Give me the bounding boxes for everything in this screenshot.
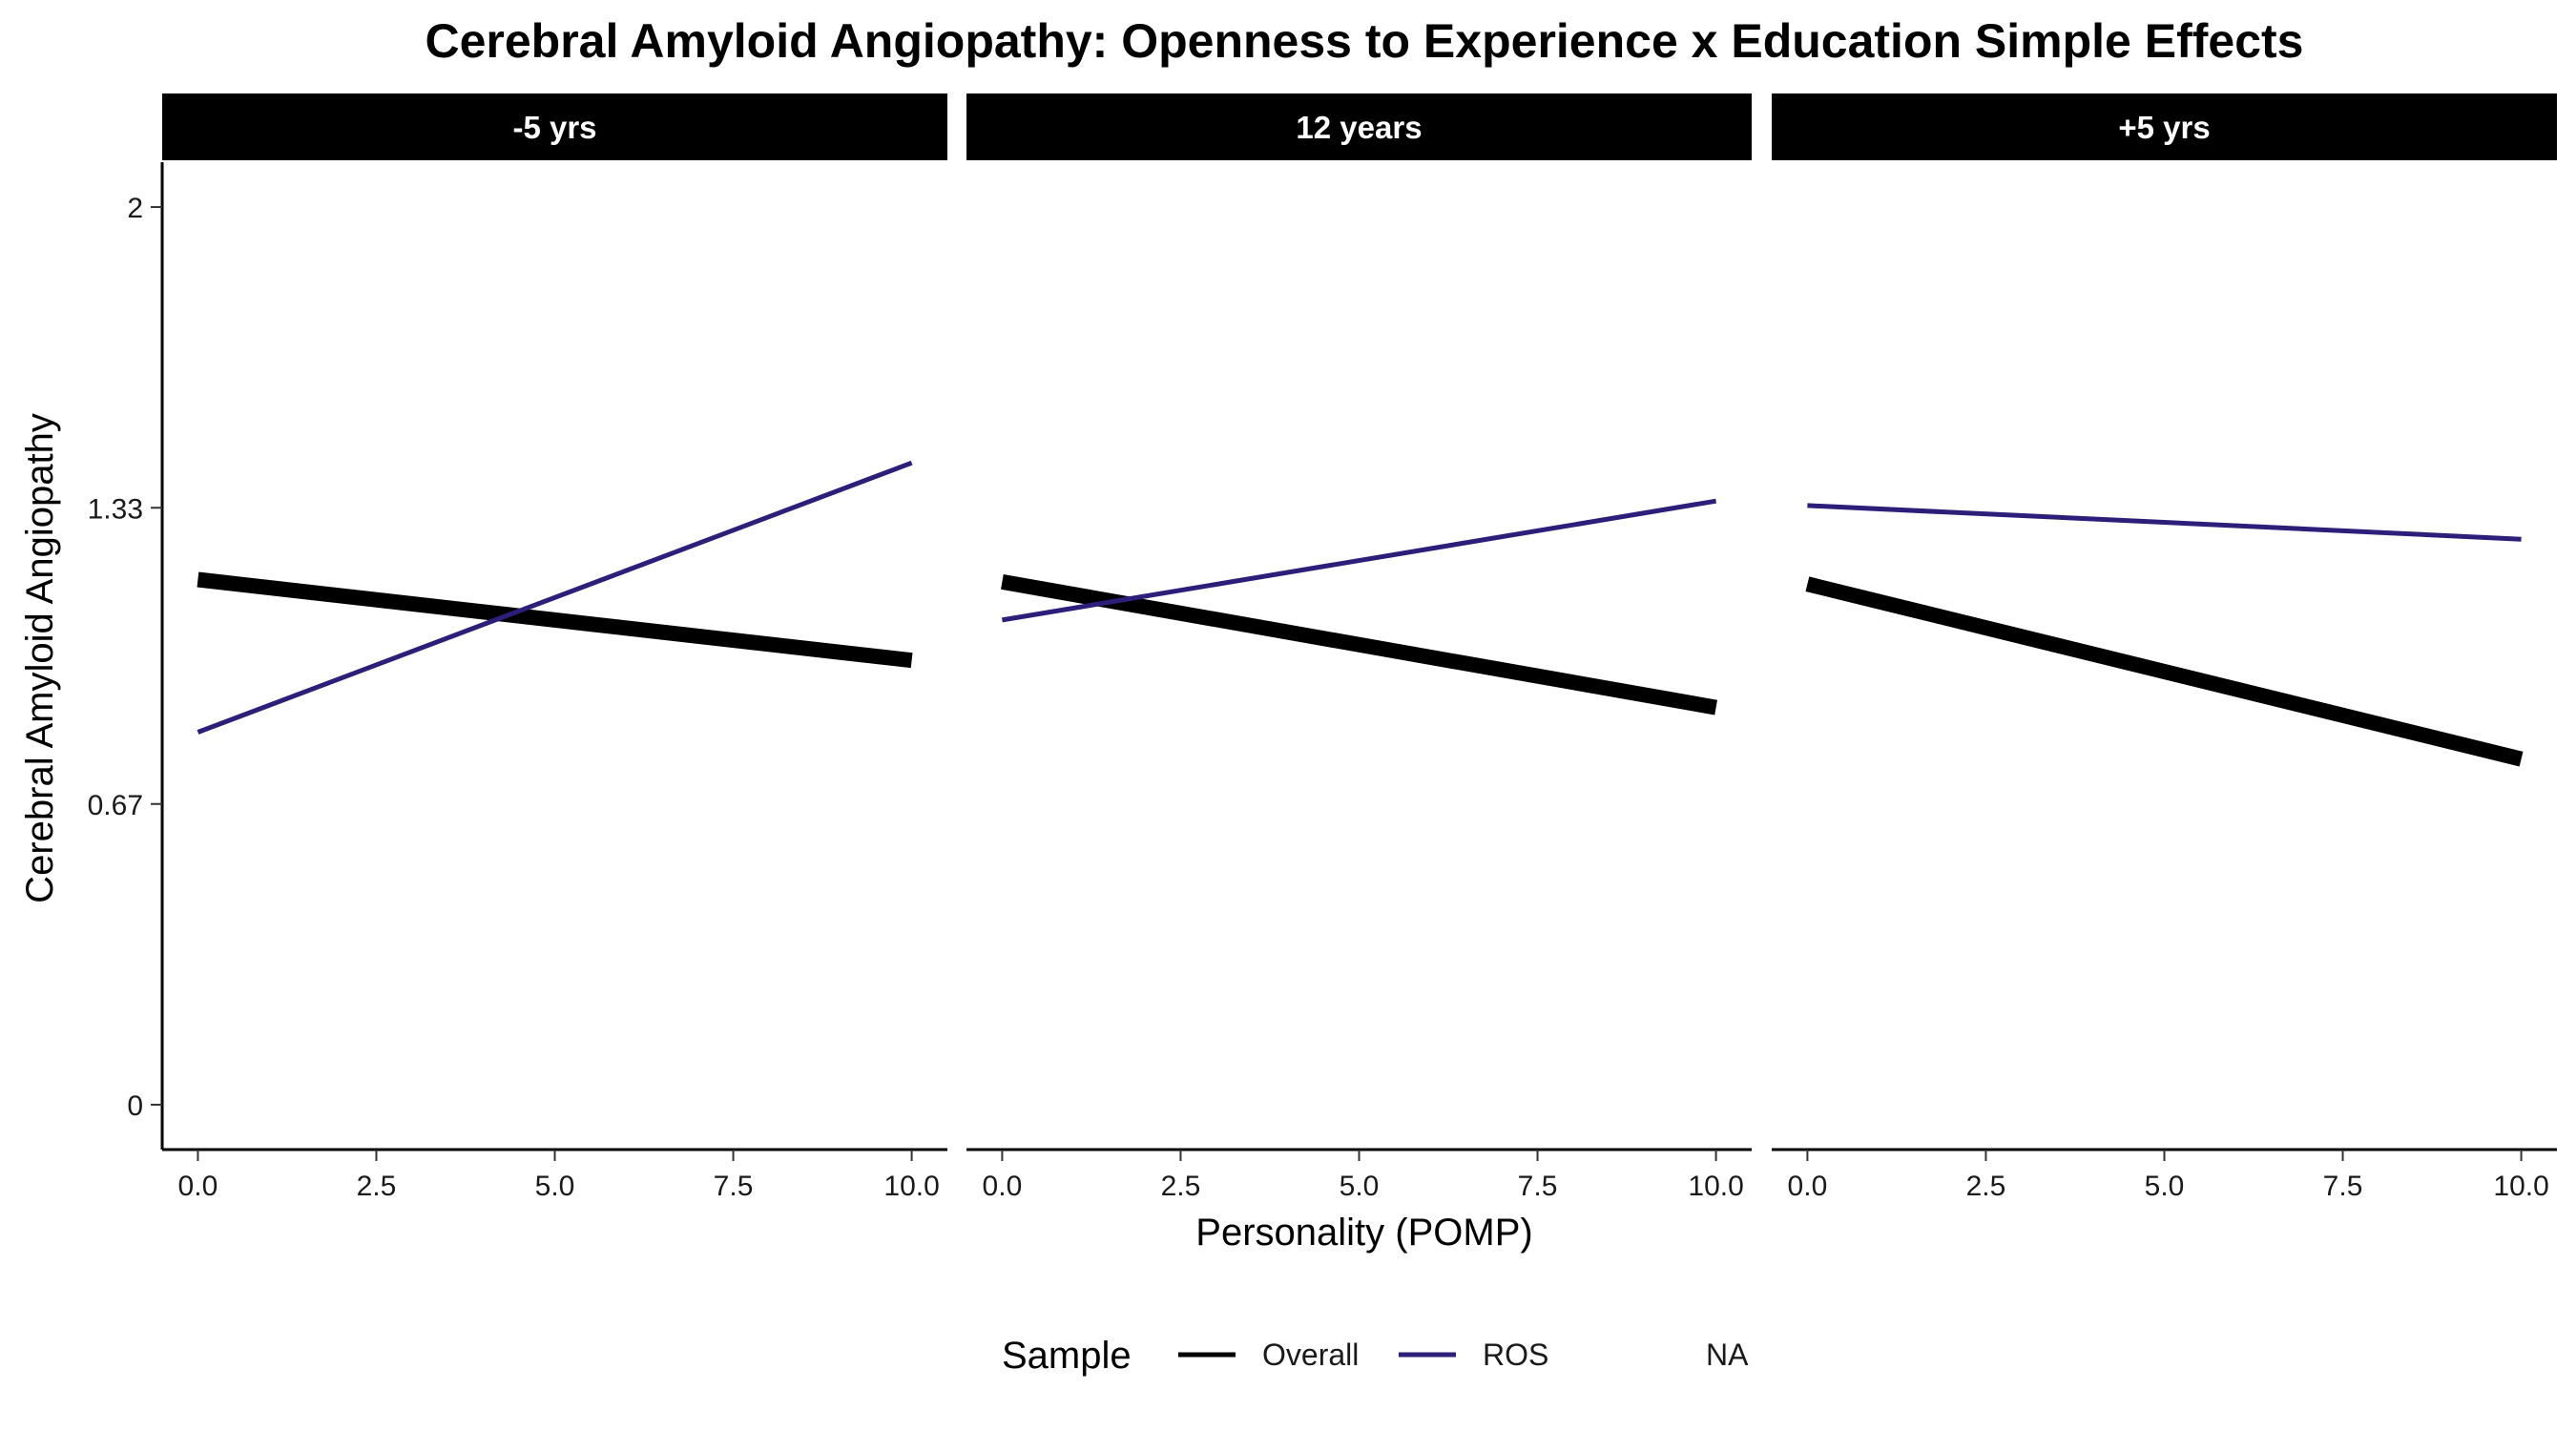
- strip-background: [966, 93, 1752, 160]
- y-tick-label: 2: [127, 193, 143, 224]
- strip-background: [1772, 93, 2557, 160]
- panel-3: +5 yrs 0.0 2.5 5.0 7.5 10.0: [1772, 93, 2557, 1202]
- y-axis: 0 0.67 1.33 2: [88, 162, 164, 1150]
- x-tick-label: 10.0: [2493, 1171, 2548, 1202]
- legend-entry-na: NA: [1622, 1338, 1749, 1372]
- legend: Sample Overall ROS NA: [1002, 1335, 1749, 1377]
- legend-entry-ros: ROS: [1399, 1338, 1548, 1372]
- legend-entries: Overall ROS NA: [1178, 1338, 1749, 1372]
- y-tick-label: 0.67: [88, 790, 143, 821]
- series-line-overall: [1001, 574, 1717, 716]
- strip-label: +5 yrs: [2118, 110, 2210, 145]
- x-tick-label: 7.5: [1518, 1171, 1558, 1202]
- series-line-overall: [197, 571, 913, 669]
- x-tick-label: 5.0: [1340, 1171, 1380, 1202]
- chart-title: Cerebral Amyloid Angiopathy: Openness to…: [426, 14, 2304, 68]
- x-tick-label: 0.0: [1788, 1171, 1828, 1202]
- x-tick-label: 0.0: [178, 1171, 218, 1202]
- y-tick-label: 1.33: [88, 493, 143, 525]
- series-line-overall: [1805, 576, 2524, 767]
- legend-label: ROS: [1483, 1338, 1548, 1372]
- strip-label: 12 years: [1296, 110, 1422, 145]
- x-tick-label: 2.5: [357, 1171, 397, 1202]
- series-line-ros: [1001, 498, 1717, 623]
- legend-entry-overall: Overall: [1178, 1338, 1359, 1372]
- y-axis-title: Cerebral Amyloid Angiopathy: [19, 413, 61, 903]
- x-tick-label: 10.0: [883, 1171, 939, 1202]
- panel-1: -5 yrs 0.0 2.5 5.0 7.5 10.0: [162, 93, 947, 1202]
- x-tick-label: 2.5: [1966, 1171, 2006, 1202]
- x-axis-title: Personality (POMP): [1195, 1212, 1532, 1254]
- facet-panels: -5 yrs 0.0 2.5 5.0 7.5 10.0 12 years 0.0 2.5 5.0 7…: [162, 93, 2557, 1202]
- x-tick-label: 5.0: [2145, 1171, 2185, 1202]
- legend-label: NA: [1706, 1338, 1749, 1372]
- strip-label: -5 yrs: [512, 110, 596, 145]
- y-tick-label: 0: [127, 1090, 143, 1122]
- x-tick-label: 7.5: [2323, 1171, 2363, 1202]
- legend-label: Overall: [1262, 1338, 1359, 1372]
- x-tick-label: 5.0: [535, 1171, 575, 1202]
- series-line-ros: [1807, 503, 2522, 542]
- panel-2: 12 years 0.0 2.5 5.0 7.5 10.0: [966, 93, 1752, 1202]
- legend-title: Sample: [1002, 1335, 1132, 1377]
- x-tick-label: 2.5: [1161, 1171, 1201, 1202]
- x-tick-label: 7.5: [714, 1171, 754, 1202]
- x-tick-label: 10.0: [1688, 1171, 1743, 1202]
- series-line-ros: [197, 460, 913, 735]
- strip-background: [162, 93, 947, 160]
- x-tick-label: 0.0: [983, 1171, 1023, 1202]
